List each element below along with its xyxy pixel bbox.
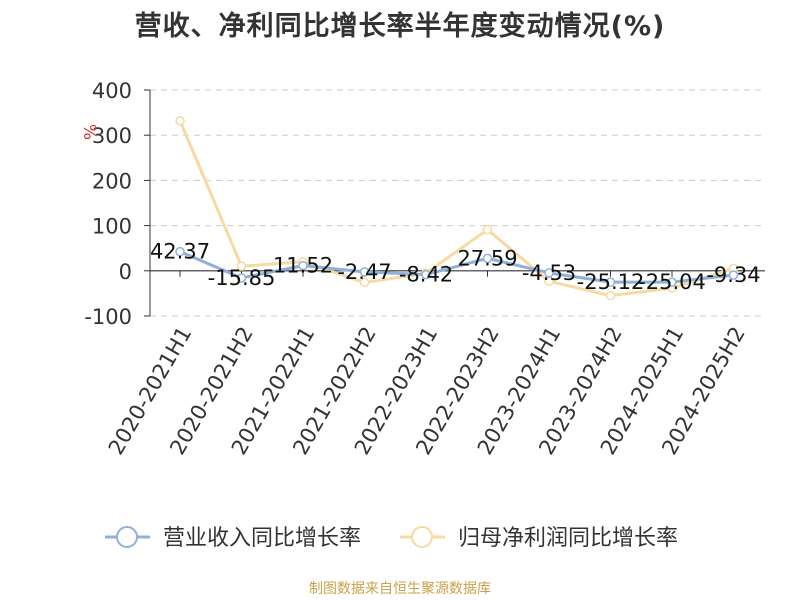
data-label: 42.37	[150, 240, 210, 264]
data-source-note: 制图数据来自恒生聚源数据库	[309, 581, 491, 597]
revenue-growth-point[interactable]	[175, 246, 185, 257]
y-tick-label: 100	[92, 215, 132, 239]
data-label: -8.42	[399, 263, 453, 287]
revenue-growth-point[interactable]	[544, 268, 554, 278]
revenue-growth-point[interactable]	[236, 273, 247, 283]
data-label: 11.52	[273, 254, 333, 278]
legend-marker	[116, 526, 138, 548]
chart-title: 营收、净利同比增长率半年度变动情况(%)	[134, 11, 666, 42]
y-tick-label: -100	[84, 305, 132, 329]
profit-growth-point[interactable]	[236, 261, 247, 272]
y-tick-label: 0	[119, 260, 132, 284]
data-label: -15.85	[208, 266, 276, 290]
data-label: -2.47	[337, 260, 391, 284]
legend: 营业收入同比增长率 归母净利润同比增长率	[105, 526, 678, 551]
data-label: -25.04	[638, 270, 706, 294]
profit-growth-point[interactable]	[605, 290, 616, 301]
grid-layer	[150, 89, 765, 317]
revenue-growth-point[interactable]	[421, 269, 431, 280]
data-label: -4.53	[522, 261, 576, 285]
revenue-growth-point[interactable]	[667, 277, 677, 287]
y-axis-unit: %	[79, 124, 99, 140]
profit-growth-point[interactable]	[359, 277, 370, 288]
revenue-growth-line	[179, 250, 734, 284]
profit-growth-line	[178, 120, 734, 298]
revenue-growth-point[interactable]	[359, 267, 370, 277]
revenue-growth-point[interactable]	[482, 253, 493, 264]
legend-item-revenue[interactable]: 营业收入同比增长率	[105, 526, 361, 551]
legend-label: 归母净利润同比增长率	[458, 526, 678, 551]
legend-marker	[411, 526, 433, 548]
y-tick-label: 400	[92, 79, 132, 103]
data-label: -9.34	[706, 263, 760, 287]
revenue-growth-point[interactable]	[605, 277, 616, 287]
data-label: 27.59	[457, 246, 517, 270]
revenue-growth-point[interactable]	[298, 260, 308, 271]
y-tick-label: 300	[92, 124, 132, 148]
series-layer	[175, 115, 739, 301]
profit-growth-point[interactable]	[175, 115, 185, 126]
y-tick-label: 200	[92, 169, 132, 193]
data-label: -25.12	[577, 270, 645, 294]
legend-item-profit[interactable]: 归母净利润同比增长率	[400, 526, 678, 551]
legend-label: 营业收入同比增长率	[163, 526, 361, 551]
revenue-growth-point[interactable]	[728, 270, 739, 280]
profit-growth-point[interactable]	[482, 224, 493, 235]
